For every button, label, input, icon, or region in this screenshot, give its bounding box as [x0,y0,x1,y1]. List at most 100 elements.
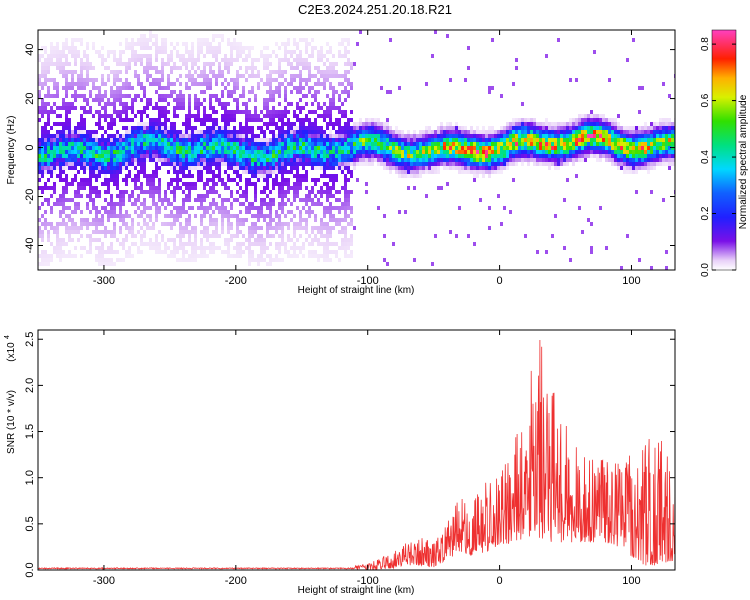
heatmap-cell [239,222,242,226]
heatmap-cell [146,150,149,154]
heatmap-cell [248,238,251,242]
heatmap-cell [227,158,230,162]
heatmap-cell [134,42,137,46]
heatmap-cell [158,246,161,250]
heatmap-cell [92,186,95,190]
heatmap-cell [224,86,227,90]
heatmap-cell [227,226,230,230]
heatmap-cell [626,134,629,138]
heatmap-cell [230,150,233,154]
heatmap-cell [191,246,194,250]
heatmap-cell [668,158,671,162]
heatmap-cell [317,178,320,182]
heatmap-cell [68,250,71,254]
heatmap-cell [224,198,227,202]
heatmap-cell [107,138,110,142]
heatmap-cell [68,70,71,74]
heatmap-cell [347,126,350,130]
heatmap-cell [506,130,509,134]
heatmap-cell [131,150,134,154]
heatmap-cell [98,190,101,194]
heatmap-cell [59,174,62,178]
heatmap-cell [533,122,536,126]
heatmap-cell [314,202,317,206]
heatmap-cell [527,150,530,154]
heatmap-cell [143,34,146,38]
heatmap-cell [185,194,188,198]
heatmap-cell [131,142,134,146]
heatmap-cell [374,130,377,134]
heatmap-cell [95,246,98,250]
heatmap-cell [170,250,173,254]
heatmap-cell [284,146,287,150]
heatmap-cell [650,122,653,126]
heatmap-cell [533,142,536,146]
heatmap-cell [329,206,332,210]
heatmap-cell [221,94,224,98]
heatmap-cell [122,142,125,146]
heatmap-cell [107,114,110,118]
heatmap-cell [500,146,503,150]
heatmap-cell [197,154,200,158]
heatmap-cell [65,110,68,114]
heatmap-cell [95,146,98,150]
heatmap-cell [401,174,404,178]
heatmap-cell [449,142,452,146]
heatmap-cell [413,154,416,158]
heatmap-cell [197,162,200,166]
heatmap-cell [155,134,158,138]
heatmap-cell [239,122,242,126]
heatmap-cell [200,82,203,86]
heatmap-cell [140,134,143,138]
heatmap-cell [341,218,344,222]
heatmap-cell [302,242,305,246]
heatmap-cell [350,118,353,122]
heatmap-cell [215,218,218,222]
heatmap-cell [206,138,209,142]
heatmap-cell [254,66,257,70]
heatmap-cell [290,142,293,146]
heatmap-cell [122,222,125,226]
heatmap-cell [260,78,263,82]
heatmap-cell [332,250,335,254]
heatmap-cell [272,98,275,102]
heatmap-cell [269,114,272,118]
x-tick-label: 100 [622,275,640,287]
heatmap-cell [209,134,212,138]
heatmap-cell [257,242,260,246]
heatmap-cell [107,190,110,194]
heatmap-cell [458,146,461,150]
heatmap-cell [329,250,332,254]
heatmap-cell [344,238,347,242]
heatmap-cell [140,202,143,206]
heatmap-cell [104,102,107,106]
heatmap-cell [647,158,650,162]
heatmap-cell [497,130,500,134]
heatmap-cell [53,154,56,158]
heatmap-cell [599,142,602,146]
heatmap-cell [515,118,518,122]
heatmap-cell [275,78,278,82]
heatmap-cell [251,170,254,174]
heatmap-cell [140,110,143,114]
heatmap-cell [146,78,149,82]
heatmap-cell [287,162,290,166]
heatmap-cell [599,122,602,126]
heatmap-cell [191,46,194,50]
heatmap-cell [71,210,74,214]
heatmap-cell [593,126,596,130]
heatmap-cell [488,206,491,210]
heatmap-cell [578,118,581,122]
heatmap-cell [335,158,338,162]
heatmap-cell [188,94,191,98]
heatmap-cell [209,214,212,218]
heatmap-cell [185,58,188,62]
heatmap-cell [206,194,209,198]
heatmap-cell [341,150,344,154]
heatmap-cell [251,118,254,122]
heatmap-cell [401,142,404,146]
heatmap-cell [491,150,494,154]
heatmap-cell [44,218,47,222]
heatmap-cell [47,90,50,94]
heatmap-cell [257,74,260,78]
